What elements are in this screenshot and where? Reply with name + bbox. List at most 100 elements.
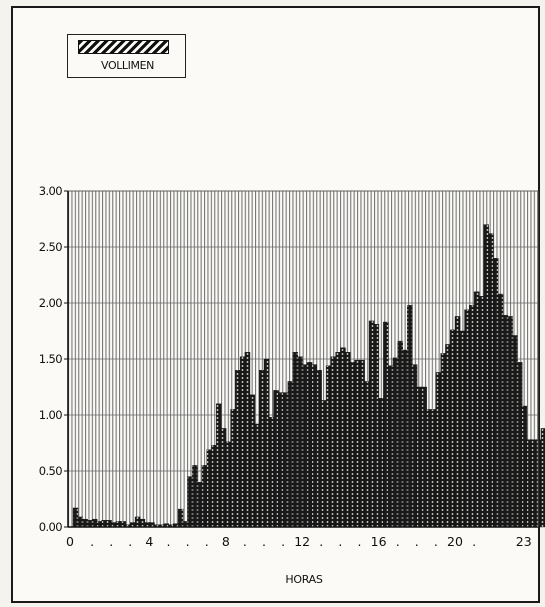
bar-36: [244, 352, 251, 528]
bar-94: [521, 405, 528, 528]
bar-51: [316, 370, 322, 528]
x-axis-title: HORAS: [285, 573, 322, 586]
bar-53: [325, 365, 332, 528]
x-tick-label-17: .: [396, 534, 400, 549]
bar-81: [459, 330, 466, 528]
bar-43: [278, 392, 284, 528]
bar-54: [330, 356, 337, 528]
bar-10: [120, 521, 127, 528]
x-tick-label-7: .: [205, 534, 209, 549]
x-tick-label-4: 4: [145, 534, 153, 549]
bar-56: [340, 347, 346, 528]
x-tick-label-21: .: [472, 534, 476, 549]
bar-27: [201, 465, 208, 528]
bar-38: [254, 423, 260, 528]
bar-45: [287, 381, 294, 528]
bar-83: [469, 305, 475, 528]
bar-97: [535, 439, 542, 528]
bar-60: [359, 359, 365, 528]
x-tick-label-3: .: [128, 534, 132, 549]
bar-84: [473, 291, 480, 528]
bar-28: [206, 449, 212, 528]
bar-47: [297, 356, 303, 528]
bar-22: [177, 508, 184, 528]
bar-92: [512, 335, 518, 528]
y-tick-label-1: 0.50: [39, 464, 62, 478]
x-tick-label-2: .: [109, 534, 113, 549]
bar-29: [211, 445, 217, 528]
bar-67: [392, 357, 399, 528]
bar-68: [397, 340, 403, 528]
bar-72: [416, 386, 423, 528]
x-tick-label-11: .: [281, 534, 285, 549]
bar-37: [249, 394, 255, 528]
bar-66: [387, 365, 394, 528]
x-tick-label-19: .: [434, 534, 438, 549]
bar-63: [373, 324, 380, 528]
x-tick-label-13: .: [319, 534, 323, 549]
bar-32: [225, 441, 232, 528]
bar-34: [235, 370, 241, 528]
bar-58: [349, 362, 356, 528]
bar-70: [407, 305, 413, 528]
bar-50: [311, 364, 318, 528]
bar-6: [101, 520, 107, 528]
bar-35: [239, 356, 246, 528]
bar-80: [454, 316, 461, 528]
bar-85: [478, 296, 485, 528]
bar-48: [302, 364, 308, 528]
legend-swatch: [78, 40, 169, 54]
x-tick-label-5: .: [167, 534, 171, 549]
bar-5: [96, 521, 103, 528]
chart-legend: VOLLIMEN: [67, 34, 186, 78]
bar-4: [91, 518, 98, 528]
bar-90: [502, 315, 509, 528]
bar-44: [282, 392, 289, 528]
bar-9: [115, 521, 122, 528]
bar-76: [435, 372, 442, 528]
bar-7: [106, 520, 112, 528]
y-tick-label-2: 1.00: [39, 408, 62, 422]
bar-96: [531, 439, 537, 528]
bar-0: [72, 507, 79, 528]
bar-25: [192, 465, 198, 528]
bar-59: [354, 359, 361, 528]
bar-98: [540, 428, 545, 528]
bar-64: [378, 398, 384, 528]
bars-group: [72, 224, 545, 528]
x-tick-label-1: .: [90, 534, 94, 549]
bar-52: [321, 400, 327, 528]
bar-74: [426, 409, 432, 528]
y-tick-label-4: 2.00: [39, 296, 62, 310]
x-tick-label-10: .: [262, 534, 266, 549]
bar-87: [488, 233, 494, 528]
bar-69: [402, 349, 408, 528]
bar-77: [440, 353, 446, 528]
y-tick-label-3: 1.50: [39, 352, 62, 366]
bar-95: [526, 439, 532, 528]
y-tick-label-6: 3.00: [39, 184, 62, 198]
x-tick-label-18: .: [415, 534, 419, 549]
bar-46: [292, 352, 298, 528]
bar-91: [507, 316, 513, 528]
bar-55: [335, 352, 341, 528]
bar-14: [139, 518, 146, 528]
bar-49: [306, 362, 313, 528]
bar-39: [259, 370, 265, 528]
x-tick-label-8: 8: [222, 534, 230, 549]
legend-label: VOLLIMEN: [101, 59, 154, 72]
x-tick-label-9: .: [243, 534, 247, 549]
bar-57: [344, 352, 351, 528]
y-axis: 0.00 0.50 1.00 1.50 2.00 2.50 3.00: [39, 184, 69, 534]
bar-65: [383, 321, 389, 528]
bar-3: [87, 520, 93, 528]
x-tick-label-15: .: [358, 534, 362, 549]
bar-73: [421, 386, 427, 528]
bar-30: [216, 403, 222, 528]
x-tick-label-12: 12: [294, 534, 310, 549]
bar-75: [430, 409, 437, 528]
x-axis: 0... 4... 8... 12... 16... 20. 23: [66, 190, 539, 549]
bar-23: [182, 521, 189, 528]
bar-13: [134, 516, 141, 528]
